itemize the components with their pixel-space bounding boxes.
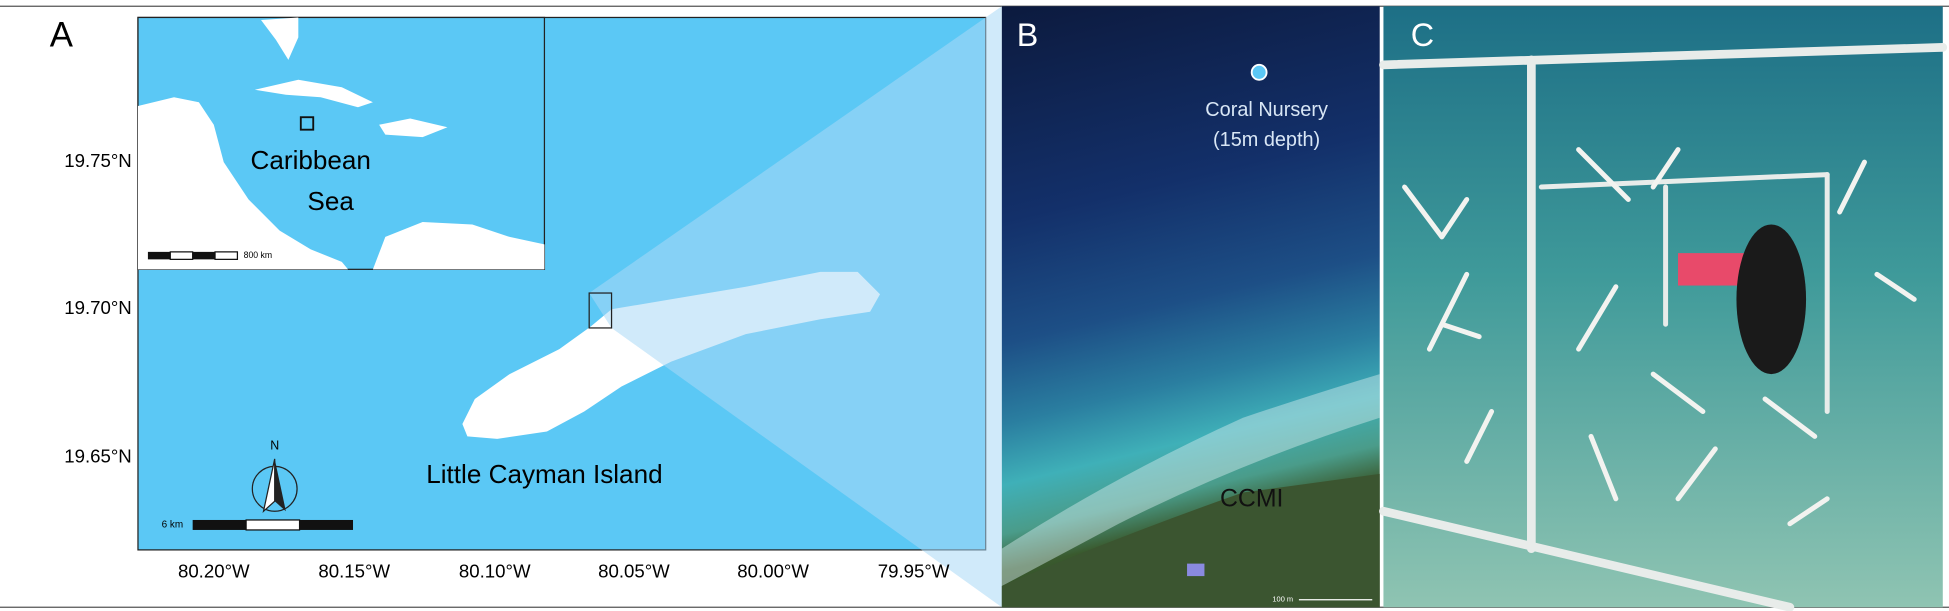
land [379,118,448,138]
site-label: (15m depth) [1213,129,1320,151]
land [254,79,373,108]
pipe [1538,172,1830,190]
land [137,97,349,270]
lon-label: 79.95°W [878,560,950,581]
lon-label: 80.00°W [737,560,809,581]
scale-seg [192,519,247,530]
land [261,17,299,60]
site-label: CCMI [1220,485,1283,513]
north-arrow: N [251,439,298,513]
scale-seg [192,251,216,260]
lon-label: 80.20°W [178,560,250,581]
shore [1001,473,1380,608]
coral-fragments [1402,147,1917,527]
nursery-dot [1250,63,1268,81]
panel-label: C [1411,17,1434,53]
scale-label: 6 km [162,520,184,531]
scale-seg [245,519,301,531]
lon-label: 80.10°W [459,560,531,581]
panel-c: C [1379,6,1948,611]
inset-map: Caribbean Sea 800 km [137,16,546,270]
lat-label: 19.65°N [64,446,132,467]
lat-label: 19.75°N [64,150,132,171]
north-label: N [270,439,279,453]
inset-label: Caribbean [251,145,371,175]
locator-box [299,116,315,131]
inset-label: Sea [307,186,354,216]
building [1187,563,1205,577]
compass-half [274,458,286,512]
nursery-frame [1379,43,1948,611]
scale-label: 800 km [244,250,273,260]
panel-a: A 19.75°N 19.70°N 19.65°N 80.20°W 80.15°… [50,6,1002,608]
site-label: Coral Nursery [1205,99,1328,121]
zoom-wedge [589,6,1002,608]
lon-label: 80.05°W [598,560,670,581]
panel-label: B [1017,17,1039,53]
lon-label: 80.15°W [318,560,390,581]
scale-seg [214,251,239,260]
pipe [1379,506,1795,611]
panel-label: A [50,16,74,55]
zoom-box [588,292,613,329]
pipe [1379,43,1948,70]
scale-seg [299,519,354,530]
scale-seg [147,251,171,260]
reef-crest [1001,374,1380,587]
diver [1736,224,1807,375]
scale-bar: 6 km [162,519,354,531]
place-label: Little Cayman Island [426,459,662,489]
lat-label: 19.70°N [64,297,132,318]
scale-seg [169,251,194,260]
panel-b: Coral Nursery (15m depth) CCMI 100 m B [1001,6,1380,608]
land [372,221,545,270]
scale-label: 100 m [1272,595,1293,604]
